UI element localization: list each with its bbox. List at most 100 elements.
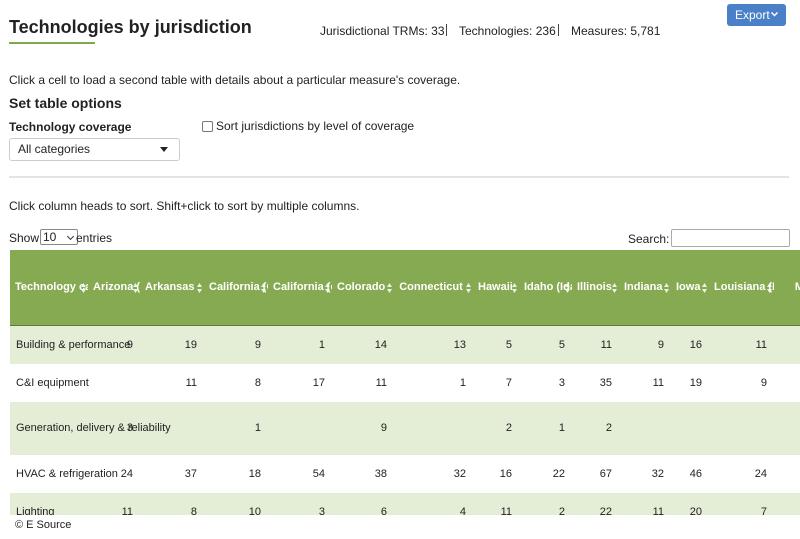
count-cell[interactable]: 2 — [572, 401, 619, 455]
clipped-cell — [774, 455, 800, 493]
count-cell[interactable]: 24 — [120, 467, 133, 480]
column-header[interactable]: Technology category — [10, 250, 125, 326]
count-cell[interactable]: 7 — [505, 376, 512, 389]
sort-icon — [767, 282, 772, 293]
separator — [446, 24, 447, 36]
table-row: Building & performance 9 19 9 1 14 13 5 5 11 9 16 11 — [10, 325, 800, 364]
count-cell[interactable]: 4 — [394, 492, 473, 515]
clipped-cell — [774, 492, 800, 515]
category-cell: Lighting — [10, 492, 88, 515]
count-cell[interactable]: 14 — [332, 325, 394, 364]
category-cell: Generation, delivery & reliability — [10, 401, 171, 455]
count-cell[interactable]: 11 — [473, 492, 519, 515]
count-cell[interactable]: 22 — [572, 492, 619, 515]
count-cell[interactable]: 1 — [459, 376, 466, 389]
count-cell[interactable]: 10 — [204, 492, 268, 515]
count-cell[interactable]: 24 — [754, 467, 767, 480]
count-cell[interactable]: 32 — [651, 467, 664, 480]
count-cell[interactable]: 38 — [374, 467, 387, 480]
count-cell[interactable]: 5 — [519, 325, 572, 364]
count-cell[interactable] — [140, 401, 204, 455]
column-header[interactable]: M — [774, 250, 800, 326]
divider — [9, 176, 789, 178]
count-cell[interactable]: 9 — [204, 325, 268, 364]
count-cell[interactable] — [88, 364, 140, 402]
count-cell[interactable]: 1 — [204, 401, 268, 455]
count-cell[interactable]: 11 — [709, 325, 774, 364]
count-cell[interactable]: 18 — [248, 467, 261, 480]
column-header[interactable]: Idaho (Idaho Power) — [519, 250, 629, 326]
count-cell[interactable]: 20 — [671, 492, 709, 515]
count-cell[interactable] — [268, 401, 332, 455]
count-cell[interactable]: 1 — [519, 401, 572, 455]
column-header[interactable]: Colorado — [332, 250, 394, 326]
count-cell[interactable]: 11 — [652, 376, 664, 389]
count-cell[interactable]: 13 — [394, 325, 473, 364]
count-cell[interactable]: 3 — [88, 401, 140, 455]
count-cell[interactable]: 32 — [453, 467, 466, 480]
count-cell[interactable]: 2 — [519, 492, 572, 515]
count-cell[interactable]: 11 — [619, 492, 671, 515]
coverage-select[interactable]: All categories — [9, 138, 180, 161]
sort-icon — [81, 282, 86, 293]
table-body: Building & performance 9 19 9 1 14 13 5 5 11 9 16 11… — [10, 325, 800, 515]
column-header[interactable]: Connecticut — [394, 250, 473, 326]
count-cell[interactable]: 17 — [312, 376, 325, 389]
count-cell[interactable]: 1 — [268, 325, 332, 364]
count-cell[interactable]: 16 — [499, 467, 512, 480]
header-label: Arkansas — [145, 281, 195, 293]
count-cell[interactable]: 9 — [332, 401, 394, 455]
count-cell[interactable]: 11 — [375, 376, 387, 389]
count-cell[interactable]: 5 — [473, 325, 519, 364]
count-cell[interactable]: 46 — [689, 467, 702, 480]
header-label: Iowa — [676, 281, 701, 293]
column-header[interactable]: Arizona (Arizona Public Service) — [88, 250, 262, 326]
count-cell[interactable] — [619, 401, 671, 455]
column-header[interactable]: Hawaii — [473, 250, 519, 326]
count-cell[interactable]: 9 — [760, 376, 767, 389]
count-cell[interactable]: 54 — [312, 467, 325, 480]
count-cell[interactable]: 3 — [558, 376, 565, 389]
count-cell[interactable]: 37 — [184, 467, 197, 480]
count-cell[interactable]: 35 — [599, 376, 612, 389]
count-cell[interactable]: 6 — [332, 492, 394, 515]
search-input[interactable] — [671, 229, 790, 247]
count-cell[interactable] — [394, 401, 473, 455]
count-cell[interactable]: 16 — [671, 325, 709, 364]
count-cell[interactable]: 7 — [709, 492, 774, 515]
count-cell[interactable]: 8 — [254, 376, 261, 389]
column-header[interactable]: Illinois — [572, 250, 619, 326]
entries-label: entries — [76, 231, 113, 245]
column-header[interactable]: Indiana — [619, 250, 671, 326]
count-cell[interactable]: 11 — [185, 376, 197, 389]
count-cell[interactable]: 19 — [140, 325, 204, 364]
count-cell[interactable]: 19 — [689, 376, 702, 389]
sort-icon — [325, 282, 330, 293]
count-cell[interactable]: 9 — [88, 325, 140, 364]
column-header[interactable]: Louisiana (Entergy New Orleans) — [709, 250, 800, 326]
count-cell[interactable]: 3 — [268, 492, 332, 515]
checkbox-label[interactable]: Sort jurisdictions by level of coverage — [216, 119, 415, 133]
stat: Technologies: 236 — [459, 24, 556, 38]
count-cell[interactable]: 11 — [88, 492, 140, 515]
count-cell[interactable] — [671, 401, 709, 455]
column-header[interactable]: California (CMUA) — [204, 250, 303, 326]
column-header[interactable]: Iowa — [671, 250, 709, 326]
length-select[interactable]: 10 — [40, 229, 78, 245]
count-cell[interactable]: 8 — [140, 492, 204, 515]
column-header[interactable]: California (eTRM) — [268, 250, 364, 326]
sort-icon — [512, 282, 517, 293]
count-cell[interactable]: 2 — [473, 401, 519, 455]
column-header[interactable]: Arkansas — [140, 250, 204, 326]
count-cell[interactable]: 22 — [552, 467, 565, 480]
sort-checkbox[interactable] — [202, 121, 213, 132]
count-cell[interactable]: 67 — [599, 467, 612, 480]
count-cell[interactable]: 9 — [619, 325, 671, 364]
header-label: Illinois — [577, 281, 612, 293]
count-cell[interactable]: 11 — [572, 325, 619, 364]
sort-icon — [565, 282, 570, 293]
count-cell[interactable] — [709, 401, 774, 455]
export-button[interactable]: Export — [727, 4, 786, 26]
